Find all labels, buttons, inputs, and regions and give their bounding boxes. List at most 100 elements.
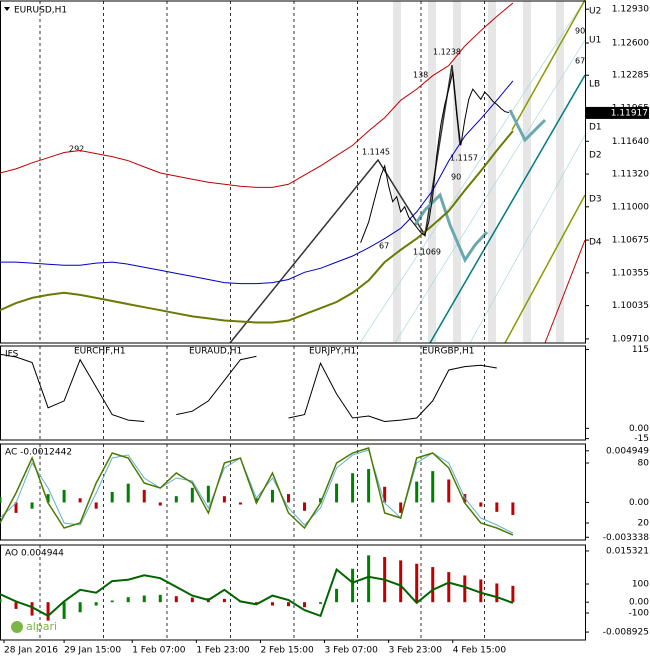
annotation: 67 — [379, 242, 389, 251]
histogram-bar — [367, 469, 371, 503]
x-tick-label: 29 Jan 15:00 — [64, 646, 121, 656]
x-tick-label: 28 Jan 2016 — [4, 646, 58, 656]
x-tick-label: 3 Feb 07:00 — [325, 646, 379, 656]
level-label: D2 — [589, 151, 602, 161]
y-tick-label: 1.10355 — [612, 268, 649, 278]
symbol-label: EURCHF,H1 — [74, 347, 126, 357]
histogram-bar — [319, 498, 323, 503]
line — [288, 361, 497, 423]
y-tick-label: 115 — [632, 345, 649, 355]
pane-border — [0, 0, 586, 344]
histogram-bar — [222, 598, 226, 603]
logo: alpari — [26, 620, 57, 633]
symbol-label: EURGBP,H1 — [422, 347, 474, 357]
histogram-bar — [479, 579, 483, 603]
y-tick-label: -0.003338 — [603, 533, 649, 543]
histogram-bar — [78, 602, 82, 613]
histogram-bar — [174, 596, 178, 603]
x-tick-label: 1 Feb 23:00 — [196, 646, 250, 656]
y-tick-label: 80 — [638, 459, 650, 469]
forecast — [413, 109, 547, 264]
histogram-bar — [399, 502, 403, 513]
annotation: 90 — [451, 173, 461, 182]
histogram-bar — [190, 487, 194, 503]
histogram-bar — [46, 494, 50, 503]
histogram-bar — [30, 602, 34, 616]
level-label: D1 — [589, 123, 602, 133]
histogram-bar — [351, 568, 355, 603]
y-tick-label: 0.015321 — [606, 546, 649, 556]
y-tick-label: 1.11640 — [612, 137, 649, 147]
histogram-bar — [110, 600, 114, 603]
pane-border — [0, 345, 586, 441]
line — [0, 353, 145, 422]
level-label: U1 — [589, 36, 601, 46]
y-tick-label: 1.11000 — [612, 202, 649, 212]
histogram-bar — [335, 483, 339, 503]
histogram-bar — [78, 498, 82, 503]
x-tick-label: 2 Feb 15:00 — [260, 646, 314, 656]
y-tick-label: 0.00 — [629, 598, 649, 608]
level-label: D4 — [589, 238, 602, 248]
line — [0, 130, 514, 324]
histogram-bar — [447, 572, 451, 603]
session-shading — [393, 1, 564, 342]
histogram-bar — [270, 602, 274, 606]
x-tick-label: 1 Feb 07:00 — [132, 646, 186, 656]
histogram-bar — [222, 496, 226, 503]
price-label: 1.11917 — [611, 108, 648, 118]
x-tick-label: 4 Feb 15:00 — [453, 646, 507, 656]
line — [0, 567, 514, 618]
annotation: 67 — [575, 57, 585, 66]
histogram-bar — [94, 602, 98, 606]
histogram-bar — [447, 479, 451, 503]
histogram-bar — [126, 597, 130, 603]
histogram-bar — [62, 602, 66, 619]
histogram-bar — [158, 594, 162, 603]
histogram-bar — [238, 502, 242, 505]
y-tick-label: 1.12930 — [612, 5, 649, 15]
pane-title: AO 0.004944 — [5, 549, 64, 559]
level-label: D3 — [589, 195, 602, 205]
y-tick-label: 1.10035 — [612, 301, 649, 311]
level-labels: U2 U1 LB D1 D2 D3 D4 — [589, 7, 602, 248]
histogram-bar — [174, 496, 178, 503]
line — [0, 2, 514, 188]
y-tick-label: 0.004949 — [606, 446, 649, 456]
line — [0, 449, 514, 534]
histogram-bar — [319, 602, 323, 604]
pane-border — [0, 443, 586, 541]
annotation: 1.1145 — [362, 148, 390, 157]
y-tick-label: 1.10675 — [612, 236, 649, 246]
y-tick-label: 1.09710 — [612, 334, 649, 344]
y-tick-label: 100 — [632, 580, 649, 590]
histogram-bar — [254, 498, 258, 503]
histogram-bar — [431, 567, 435, 603]
histogram-bar — [431, 471, 435, 503]
y-tick-label: -15 — [634, 434, 649, 444]
histogram-bar — [30, 502, 34, 509]
histogram-bar — [14, 602, 18, 609]
menu-arrow[interactable] — [4, 7, 10, 11]
histogram-bar — [383, 486, 387, 503]
line — [0, 80, 514, 285]
histogram-bar — [463, 575, 467, 603]
y-tick-label: 1.12285 — [612, 71, 649, 81]
histogram-bar — [399, 560, 403, 603]
histogram-bar — [190, 597, 194, 603]
x-tick-label: 3 Feb 23:00 — [389, 646, 443, 656]
histogram-bar — [415, 563, 419, 603]
histogram-bar — [286, 494, 290, 503]
y-tick-label: -100 — [629, 609, 650, 619]
y-tick-label: 1.11320 — [612, 170, 649, 180]
symbol-label: EURJPY,H1 — [309, 347, 356, 357]
histogram-bar — [286, 602, 290, 607]
pane-border — [0, 544, 586, 641]
line — [0, 447, 514, 536]
histogram-bar — [367, 555, 371, 603]
histogram-bar — [94, 502, 98, 509]
line — [176, 355, 257, 416]
symbol-label: EURAUD,H1 — [189, 347, 242, 357]
